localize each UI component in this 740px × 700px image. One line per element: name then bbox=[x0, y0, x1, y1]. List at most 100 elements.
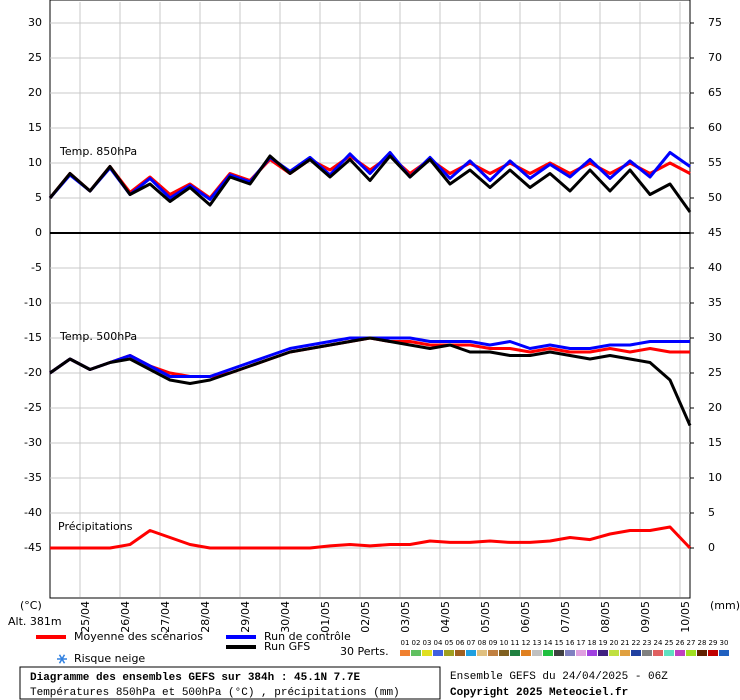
y2-unit: (mm) bbox=[710, 599, 740, 612]
perturbation-label: 30 bbox=[720, 639, 729, 647]
perturbation-label: 18 bbox=[588, 639, 597, 647]
y-tick-label: 10 bbox=[28, 156, 42, 169]
y2-tick-label: 65 bbox=[708, 86, 722, 99]
y-tick-label: -15 bbox=[24, 331, 42, 344]
y2-tick-label: 0 bbox=[708, 541, 715, 554]
x-tick-label: 06/05 bbox=[519, 601, 532, 633]
y2-tick-label: 25 bbox=[708, 366, 722, 379]
perturbation-label: 29 bbox=[709, 639, 718, 647]
grid bbox=[50, 2, 690, 597]
x-tick-label: 04/05 bbox=[439, 601, 452, 633]
perturbation-swatch bbox=[576, 650, 586, 656]
x-tick-label: 27/04 bbox=[159, 601, 172, 633]
y-tick-label: -10 bbox=[24, 296, 42, 309]
perturbation-label: 25 bbox=[665, 639, 674, 647]
perturbation-label: 14 bbox=[544, 639, 553, 647]
y2-tick-label: 35 bbox=[708, 296, 722, 309]
perturbation-label: 02 bbox=[412, 639, 421, 647]
footer-box bbox=[19, 666, 441, 700]
perturbation-swatch bbox=[510, 650, 520, 656]
y-tick-label: 5 bbox=[35, 191, 42, 204]
x-tick-label: 03/05 bbox=[399, 601, 412, 633]
perturbation-label: 06 bbox=[456, 639, 465, 647]
perturbation-swatch bbox=[719, 650, 729, 656]
perturbation-label: 28 bbox=[698, 639, 707, 647]
perturbation-swatch bbox=[554, 650, 564, 656]
x-tick-label: 02/05 bbox=[359, 601, 372, 633]
y2-tick-label: 50 bbox=[708, 191, 722, 204]
perturbation-swatch bbox=[488, 650, 498, 656]
perturbation-label: 11 bbox=[511, 639, 520, 647]
perturbation-swatch bbox=[620, 650, 630, 656]
x-tick-label: 01/05 bbox=[319, 601, 332, 633]
legend-label: Run de contrôle bbox=[264, 630, 351, 643]
y-tick-label: -5 bbox=[31, 261, 42, 274]
x-tick-label: 25/04 bbox=[79, 601, 92, 633]
perturbation-label: 01 bbox=[401, 639, 410, 647]
perturbation-swatch bbox=[521, 650, 531, 656]
perturbation-swatch bbox=[675, 650, 685, 656]
perturbation-label: 27 bbox=[687, 639, 696, 647]
legend-label: Run GFS bbox=[264, 640, 310, 653]
x-tick-label: 28/04 bbox=[199, 601, 212, 633]
perturbation-swatch bbox=[609, 650, 619, 656]
y-tick-label: 30 bbox=[28, 16, 42, 29]
perturbation-label: 08 bbox=[478, 639, 487, 647]
perturbation-label: 19 bbox=[599, 639, 608, 647]
series-line bbox=[49, 336, 692, 427]
y2-tick-label: 60 bbox=[708, 121, 722, 134]
x-tick-label: 07/05 bbox=[559, 601, 572, 633]
y-tick-label: -35 bbox=[24, 471, 42, 484]
x-tick-label: 10/05 bbox=[679, 601, 692, 633]
plot-frame bbox=[49, 0, 691, 599]
x-tick-label: 26/04 bbox=[119, 601, 132, 633]
y-tick-label: 0 bbox=[35, 226, 42, 239]
y-tick-label: -25 bbox=[24, 401, 42, 414]
footer-title: Diagramme des ensembles GEFS sur 384h : … bbox=[30, 672, 360, 684]
series-line bbox=[50, 525, 692, 550]
perturbation-label: 09 bbox=[489, 639, 498, 647]
y2-tick-label: 20 bbox=[708, 401, 722, 414]
perturbation-swatch bbox=[466, 650, 476, 656]
perturbation-swatch bbox=[664, 650, 674, 656]
perturbation-swatch bbox=[499, 650, 509, 656]
y2-tick-label: 10 bbox=[708, 471, 722, 484]
x-tick-label: 08/05 bbox=[599, 601, 612, 633]
y2-tick-label: 40 bbox=[708, 261, 722, 274]
perturbation-swatch bbox=[653, 650, 663, 656]
y-tick-label: -20 bbox=[24, 366, 42, 379]
perturbation-swatch bbox=[686, 650, 696, 656]
series-line bbox=[48, 151, 691, 201]
legend-label: Moyenne des scénarios bbox=[74, 630, 203, 643]
x-tick-label: 05/05 bbox=[479, 601, 492, 633]
perturbation-swatch bbox=[642, 650, 652, 656]
y2-tick-label: 45 bbox=[708, 226, 722, 239]
perturbation-label: 12 bbox=[522, 639, 531, 647]
perturbation-swatch bbox=[543, 650, 553, 656]
perturbation-label: 15 bbox=[555, 639, 564, 647]
footer-subtitle: Températures 850hPa et 500hPa (°C) , pré… bbox=[30, 687, 400, 699]
perturbation-label: 24 bbox=[654, 639, 663, 647]
perturbation-swatch bbox=[708, 650, 718, 656]
panel-label: Temp. 850hPa bbox=[59, 145, 137, 158]
snow-icon bbox=[57, 654, 67, 664]
perturbation-label: 05 bbox=[445, 639, 454, 647]
footer-copyright: Copyright 2025 Meteociel.fr bbox=[450, 687, 628, 699]
perturbation-label: 07 bbox=[467, 639, 476, 647]
perturbation-swatch bbox=[598, 650, 608, 656]
perturbation-label: 17 bbox=[577, 639, 586, 647]
perturbation-swatch bbox=[697, 650, 707, 656]
perturbation-label: 13 bbox=[533, 639, 542, 647]
snow-label: Risque neige bbox=[74, 652, 145, 665]
perturbation-swatch bbox=[587, 650, 597, 656]
y2-tick-label: 15 bbox=[708, 436, 722, 449]
perturbation-label: 20 bbox=[610, 639, 619, 647]
y-tick-label: -30 bbox=[24, 436, 42, 449]
perturbation-swatch bbox=[444, 650, 454, 656]
y2-tick-label: 5 bbox=[708, 506, 715, 519]
panel-label: Précipitations bbox=[58, 520, 133, 533]
y2-tick-label: 75 bbox=[708, 16, 722, 29]
perturbation-swatch bbox=[400, 650, 410, 656]
perturbation-swatch bbox=[532, 650, 542, 656]
